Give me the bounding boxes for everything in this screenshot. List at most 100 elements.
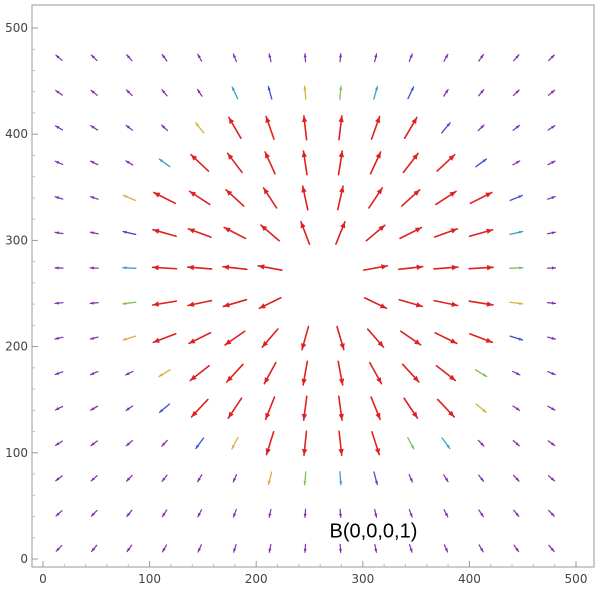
vector-arrow: [125, 124, 134, 131]
vector-arrow: [54, 336, 64, 340]
vector-arrow: [433, 299, 459, 307]
vector-arrow: [303, 53, 307, 63]
vector-arrow: [267, 85, 273, 100]
vector-arrow: [222, 298, 248, 308]
vector-arrow: [303, 471, 307, 486]
vector-arrow: [402, 152, 419, 174]
vector-arrow: [194, 122, 205, 134]
x-tick-label: 100: [138, 572, 161, 586]
y-tick-label: 400: [5, 127, 28, 141]
vector-arrow: [369, 151, 382, 175]
vector-arrow: [161, 474, 168, 483]
x-tick-label: 500: [565, 572, 588, 586]
vector-arrow: [400, 330, 422, 346]
vector-arrow: [399, 226, 423, 240]
vector-arrow: [197, 544, 202, 553]
vector-arrow: [509, 194, 523, 202]
x-tick-label: 200: [245, 572, 268, 586]
vector-arrow: [232, 53, 237, 63]
vector-arrow: [301, 325, 310, 351]
vector-arrow: [339, 85, 343, 100]
vector-arrow: [122, 301, 137, 306]
vector-arrow: [231, 436, 239, 450]
vector-arrow: [370, 396, 381, 421]
vector-arrow: [195, 437, 205, 450]
vector-arrow: [268, 53, 272, 63]
vector-arrow: [190, 398, 209, 418]
vector-arrow: [125, 405, 134, 412]
vector-arrow: [233, 543, 237, 553]
vector-arrow: [336, 325, 345, 351]
vector-arrow: [398, 264, 424, 271]
vector-arrow: [435, 364, 457, 382]
vector-arrow: [222, 264, 248, 271]
vector-arrow: [548, 509, 555, 517]
vector-arrow: [90, 544, 98, 553]
vector-arrow: [441, 122, 451, 134]
vector-arrow: [197, 474, 203, 483]
vector-arrow: [509, 301, 524, 306]
vector-arrow: [264, 151, 276, 175]
vector-arrow: [125, 370, 134, 376]
vector-arrow: [161, 89, 168, 97]
vector-arrow: [232, 474, 238, 483]
vector-arrow: [224, 330, 246, 346]
vector-arrow: [89, 266, 99, 270]
x-tick-label: 0: [39, 572, 47, 586]
field-label: B(0,0,0,1): [330, 520, 418, 542]
vector-arrow: [152, 228, 177, 238]
vector-arrow: [227, 397, 243, 419]
vector-arrow: [158, 403, 171, 414]
vector-arrow: [54, 371, 64, 376]
vector-arrow: [54, 301, 64, 305]
vector-arrow: [443, 544, 449, 553]
vector-arrow: [151, 264, 178, 271]
vector-arrow: [303, 85, 307, 100]
vector-arrow: [362, 264, 389, 271]
vector-arrow: [547, 160, 556, 166]
vector-arrow: [190, 153, 210, 172]
vector-arrow: [55, 89, 63, 96]
vector-arrow: [89, 160, 99, 166]
vector-arrow: [122, 335, 137, 341]
vector-arrow: [443, 509, 449, 518]
vector-arrow: [303, 543, 307, 553]
vector-arrow: [338, 53, 343, 63]
vector-arrow: [373, 471, 378, 486]
vector-arrow: [363, 297, 388, 310]
vector-arrow: [546, 231, 557, 235]
vector-arrow: [90, 475, 98, 482]
vector-arrow: [152, 332, 177, 344]
vector-arrow: [509, 230, 524, 236]
vector-arrow: [474, 369, 488, 378]
vector-arrow: [469, 191, 493, 205]
vector-arrow: [90, 125, 99, 131]
vector-arrow: [54, 196, 64, 200]
vector-arrow: [232, 508, 237, 518]
vector-arrow: [89, 231, 99, 235]
vector-arrow: [398, 298, 424, 308]
vector-arrow: [122, 194, 137, 202]
vector-arrow: [225, 189, 245, 207]
vector-arrow: [401, 363, 420, 383]
vector-arrow: [186, 264, 213, 271]
vector-arrow: [478, 509, 484, 518]
vector-arrow: [546, 301, 557, 305]
vector-arrow: [512, 160, 521, 166]
vector-arrow: [153, 191, 177, 205]
vector-arrow: [408, 508, 413, 518]
vector-arrow: [434, 332, 458, 345]
vector-arrow: [477, 89, 485, 97]
vector-arrow: [337, 150, 345, 176]
vector-arrow: [263, 361, 277, 385]
vector-arrow: [338, 508, 343, 518]
vector-arrow: [338, 430, 344, 456]
vector-arrow: [125, 474, 133, 482]
vector-arrow: [403, 397, 419, 419]
vector-arrow: [477, 124, 485, 132]
vector-arrow: [301, 115, 308, 141]
vector-arrow: [478, 53, 485, 62]
vector-arrow: [547, 336, 556, 340]
vector-arrow: [257, 264, 283, 271]
